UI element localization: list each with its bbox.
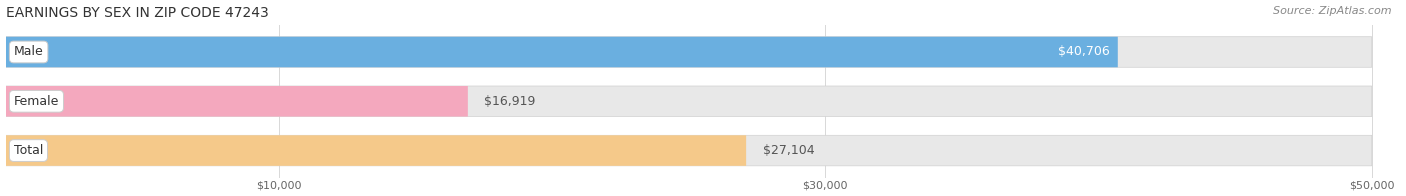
Text: Male: Male <box>14 45 44 58</box>
Text: $27,104: $27,104 <box>762 144 814 157</box>
Text: Total: Total <box>14 144 44 157</box>
Text: $40,706: $40,706 <box>1057 45 1109 58</box>
FancyBboxPatch shape <box>6 37 1118 67</box>
FancyBboxPatch shape <box>6 135 1372 166</box>
Text: Source: ZipAtlas.com: Source: ZipAtlas.com <box>1274 6 1392 16</box>
Text: Female: Female <box>14 95 59 108</box>
Text: $16,919: $16,919 <box>484 95 536 108</box>
FancyBboxPatch shape <box>6 86 468 117</box>
Text: EARNINGS BY SEX IN ZIP CODE 47243: EARNINGS BY SEX IN ZIP CODE 47243 <box>6 5 269 20</box>
FancyBboxPatch shape <box>6 135 747 166</box>
FancyBboxPatch shape <box>6 86 1372 117</box>
FancyBboxPatch shape <box>6 37 1372 67</box>
